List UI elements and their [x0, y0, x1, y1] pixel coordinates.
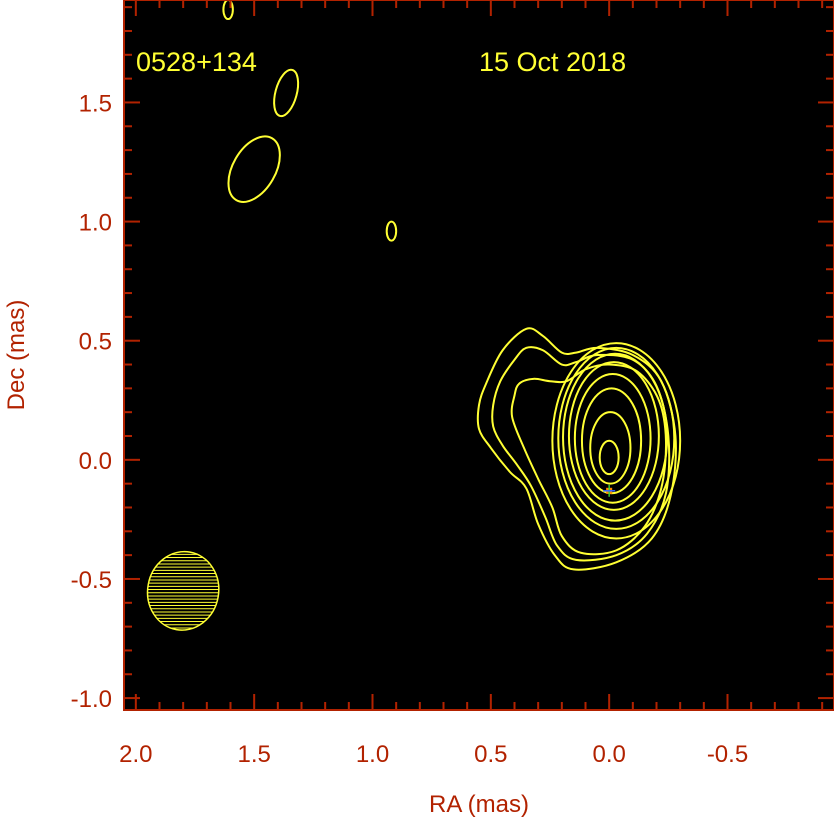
y-tick-label: 0.0 — [79, 448, 112, 475]
source-label: 0528+134 — [136, 47, 257, 77]
y-tick-label: 0.5 — [79, 329, 112, 356]
x-tick-label: 2.0 — [119, 741, 152, 768]
axis-tick-labels: 2.0 1.5 1.0 0.5 0.0 -0.5 -1.0 -0.5 0.0 0.5 1.0 1.5 — [71, 90, 749, 768]
contour-level-2 — [491, 346, 671, 562]
axis-ticks — [124, 0, 834, 710]
contour-level-11 — [598, 439, 620, 476]
contour-level-5 — [557, 346, 676, 530]
y-tick-label: -0.5 — [71, 567, 112, 594]
contour-level-6 — [562, 352, 669, 522]
contour-level-3 — [510, 363, 668, 556]
y-tick-label: -1.0 — [71, 686, 112, 713]
contour-island-4 — [385, 220, 398, 242]
plot-frame — [123, 0, 834, 711]
contour-level-7 — [567, 361, 660, 511]
contour-level-1 — [476, 327, 677, 571]
x-axis-title: RA (mas) — [429, 791, 529, 818]
date-label: 15 Oct 2018 — [479, 47, 626, 77]
x-tick-label: 0.5 — [474, 741, 507, 768]
y-tick-label: 1.5 — [79, 90, 112, 117]
x-tick-label: 0.0 — [592, 741, 625, 768]
contour-level-4 — [551, 342, 682, 540]
x-tick-label: 1.5 — [237, 741, 270, 768]
x-tick-label: 1.0 — [356, 741, 389, 768]
contour-level-8 — [573, 373, 652, 504]
component-marker — [603, 484, 616, 497]
contour-layer — [222, 0, 682, 571]
y-axis-title: Dec (mas) — [3, 300, 30, 411]
x-tick-label: -0.5 — [707, 741, 748, 768]
contour-island-2 — [273, 68, 300, 118]
contour-island-1 — [222, 0, 234, 21]
y-tick-label: 1.0 — [79, 210, 112, 237]
plot-background — [124, 0, 834, 710]
contour-level-10 — [589, 411, 632, 485]
contour-island-3 — [227, 135, 281, 203]
